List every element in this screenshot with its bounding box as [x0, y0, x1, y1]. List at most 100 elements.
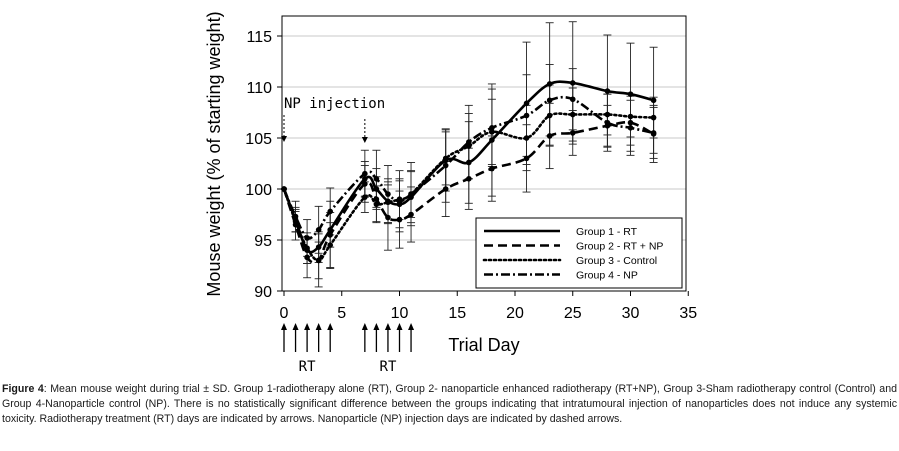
data-point [546, 81, 553, 87]
data-point [546, 133, 553, 139]
data-point [362, 170, 368, 177]
data-point [442, 155, 449, 162]
x-tick-label: 15 [448, 305, 466, 322]
np-injection-label: NP injection [284, 96, 385, 112]
data-point [373, 196, 380, 202]
data-point [442, 162, 449, 169]
rt-arrowhead [327, 323, 334, 330]
data-point [569, 96, 576, 103]
x-tick-label: 5 [337, 305, 346, 322]
data-point [546, 97, 553, 104]
data-point [385, 199, 391, 206]
data-point [304, 254, 310, 261]
y-tick-label: 95 [254, 233, 272, 250]
data-point [627, 91, 634, 97]
data-point [523, 155, 530, 162]
np-arrowhead [281, 136, 287, 142]
data-point [385, 214, 391, 221]
data-point [292, 218, 299, 225]
y-tick-label: 100 [245, 182, 272, 199]
data-point [362, 181, 368, 187]
data-point [408, 211, 414, 218]
y-tick-label: 105 [245, 131, 272, 148]
rt-arrowhead [304, 323, 311, 330]
data-point [650, 130, 657, 136]
rt-arrowhead [396, 323, 403, 330]
data-point [523, 112, 530, 119]
data-point [327, 208, 334, 215]
data-point [627, 125, 634, 131]
caption-label: Figure 4 [2, 383, 44, 395]
rt-label: RT [299, 359, 316, 375]
data-point [569, 80, 576, 86]
series-lines [281, 80, 657, 264]
y-axis-label: Mouse weight (% of starting weight) [204, 11, 224, 296]
rt-arrowhead [292, 323, 299, 330]
y-tick-label: 115 [246, 29, 272, 46]
data-point [373, 201, 380, 208]
y-tick-label: 110 [246, 80, 272, 97]
data-point [489, 165, 495, 172]
data-point [315, 244, 322, 250]
caption-text: : Mean mouse weight during trial ± SD. G… [2, 383, 897, 425]
data-point [523, 100, 530, 107]
data-point [604, 111, 611, 118]
data-point [362, 176, 368, 182]
data-point [650, 97, 657, 104]
rt-label: RT [380, 359, 397, 375]
data-point [373, 176, 380, 182]
rt-arrowhead [373, 323, 380, 330]
x-tick-label: 35 [679, 305, 697, 322]
figure-caption: Figure 4: Mean mouse weight during trial… [2, 382, 897, 427]
data-point [327, 232, 334, 238]
rt-arrowhead [384, 323, 391, 330]
x-tick-label: 20 [506, 305, 524, 322]
data-point [627, 119, 634, 126]
rt-arrowhead [281, 323, 287, 330]
plot-frame [281, 15, 687, 292]
x-axis-label: Trial Day [448, 335, 519, 355]
data-point [604, 88, 611, 94]
data-point [281, 186, 287, 192]
data-point [466, 176, 472, 182]
data-point [466, 139, 472, 145]
rt-arrowhead [361, 323, 368, 330]
data-point [650, 114, 657, 121]
data-point [546, 112, 553, 119]
data-point [489, 129, 495, 135]
data-point [489, 125, 495, 131]
data-point [408, 191, 414, 197]
x-axis: 0 5 10 15 20 25 30 35 [280, 291, 697, 322]
data-point [327, 242, 334, 248]
x-tick-label: 10 [391, 305, 409, 322]
data-point [569, 130, 576, 136]
legend-box [475, 217, 683, 289]
rt-arrowhead [315, 323, 322, 330]
rt-arrowhead [408, 323, 415, 330]
x-tick-label: 25 [564, 305, 582, 322]
x-tick-label: 0 [280, 305, 289, 322]
legend-label-1: Group 1 - RT [576, 226, 638, 238]
np-arrowhead [361, 137, 368, 143]
data-point [315, 227, 322, 233]
weight-chart: 90 95 100 105 110 115 0 5 10 15 20 25 30 35 NP injec… [204, 11, 697, 375]
legend-label-4: Group 4 - NP [576, 270, 638, 282]
data-point [315, 257, 322, 264]
legend-label-3: Group 3 - Control [576, 255, 657, 267]
data-point [523, 135, 530, 141]
data-point [569, 111, 576, 118]
data-point [362, 194, 368, 200]
y-axis: 90 95 100 105 110 115 [245, 29, 282, 301]
data-point [604, 119, 611, 126]
data-point [396, 198, 403, 205]
annotations: NP injection RT RT [281, 96, 415, 375]
y-tick-label: 90 [254, 284, 272, 301]
data-point [292, 213, 299, 220]
data-point [385, 191, 391, 197]
chart-legend: Group 1 - RT Group 2 - RT + NP Group 3 - C… [475, 217, 683, 289]
data-point [396, 216, 403, 223]
x-tick-label: 30 [622, 305, 640, 322]
data-point [489, 137, 495, 143]
data-point [466, 159, 472, 166]
data-point [373, 186, 380, 192]
